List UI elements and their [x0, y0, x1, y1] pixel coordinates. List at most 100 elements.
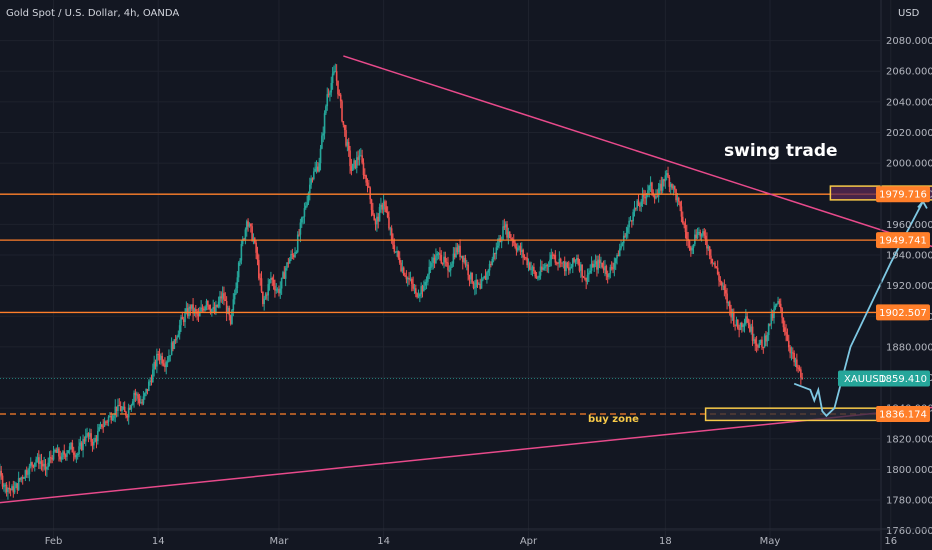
- candle-body: [74, 454, 76, 458]
- level-price-tag[interactable]: [876, 304, 930, 321]
- candle-body: [184, 312, 186, 323]
- ascending-trendline[interactable]: [0, 371, 932, 506]
- candle-body: [457, 245, 460, 253]
- price-axis[interactable]: 1760.0001780.0001800.0001820.0001840.000…: [838, 0, 932, 550]
- candle-body: [520, 249, 523, 252]
- candle-body: [88, 433, 91, 437]
- candle-body: [98, 427, 100, 432]
- candle-body: [632, 212, 634, 222]
- candle-body: [274, 285, 276, 291]
- candle-body: [745, 316, 747, 324]
- candle-body: [164, 364, 166, 368]
- candle-body: [149, 380, 151, 382]
- candle-body: [386, 212, 389, 218]
- candle-body: [243, 238, 245, 240]
- candle-body: [486, 272, 488, 280]
- candle-body: [562, 261, 565, 263]
- candle-body: [79, 442, 82, 447]
- candle-body: [343, 124, 346, 131]
- candle-body: [551, 254, 554, 256]
- projection-line[interactable]: [793, 200, 924, 418]
- candle-body: [691, 247, 693, 251]
- candle-body: [491, 258, 494, 266]
- candle-body: [775, 303, 778, 306]
- candle-body: [182, 319, 185, 323]
- candle-body: [109, 415, 111, 417]
- candle-body: [272, 279, 275, 286]
- candle-body: [122, 406, 125, 409]
- price-tick-label: 1800.000: [886, 465, 932, 476]
- candle-body: [561, 262, 563, 264]
- candle-body: [298, 234, 300, 236]
- candle-body: [655, 196, 657, 199]
- chart-grid: [0, 0, 892, 538]
- candle-body: [228, 307, 231, 316]
- candle-body: [135, 394, 138, 396]
- candle-body: [194, 309, 197, 312]
- candle-body: [502, 226, 504, 240]
- candle-body: [734, 324, 736, 326]
- candle-body: [668, 177, 671, 187]
- candle-body: [665, 173, 668, 176]
- candle-body: [267, 284, 270, 296]
- candle-body: [463, 258, 465, 262]
- candle-body: [613, 263, 616, 269]
- candle-body: [543, 267, 546, 269]
- candle-body: [268, 279, 271, 285]
- price-tick-label: 1920.000: [886, 281, 932, 292]
- candle-body: [396, 250, 398, 252]
- candle-body: [563, 261, 566, 272]
- current-price-tag[interactable]: [838, 370, 930, 387]
- candle-body: [221, 293, 224, 299]
- candle-body: [288, 259, 291, 264]
- candle-body: [168, 355, 170, 362]
- candle-body: [538, 275, 541, 278]
- candle-body: [435, 255, 437, 264]
- candle-body: [111, 418, 114, 421]
- candle-body: [594, 261, 597, 265]
- candle-body: [279, 288, 282, 294]
- time-axis[interactable]: Feb14Mar14Apr18May16Jun13: [0, 528, 932, 547]
- buy-zone-annotation: buy zone: [588, 414, 639, 425]
- level-price-tag[interactable]: [876, 232, 930, 249]
- candle-body: [492, 252, 495, 259]
- candle-body: [647, 190, 649, 194]
- candle-body: [774, 305, 777, 309]
- candle-body: [11, 486, 13, 491]
- candle-body: [0, 470, 3, 476]
- candle-body: [216, 304, 219, 307]
- candle-body: [58, 448, 60, 457]
- candle-body: [309, 184, 311, 194]
- candle-body: [445, 262, 448, 264]
- level-price-tag[interactable]: [876, 406, 930, 423]
- candle-body: [722, 285, 724, 287]
- candle-body: [21, 477, 24, 479]
- candle-body: [406, 277, 409, 280]
- candle-body: [624, 235, 626, 237]
- level-price-tag[interactable]: [876, 186, 930, 203]
- candle-body: [302, 216, 304, 218]
- candle-body: [76, 454, 79, 456]
- candle-body: [150, 380, 153, 383]
- candle-body: [55, 449, 58, 453]
- candle-body: [742, 324, 744, 327]
- candle-body: [1, 475, 4, 487]
- horizontal-levels[interactable]: [0, 193, 880, 415]
- candle-body: [424, 282, 426, 286]
- candle-body: [534, 271, 537, 277]
- candle-body: [649, 182, 652, 187]
- candle-body: [672, 186, 675, 189]
- time-tick-label: 16: [884, 536, 897, 547]
- candle-body: [227, 307, 229, 314]
- candle-body: [569, 268, 571, 271]
- candle-body: [794, 359, 797, 363]
- candle-body: [409, 279, 412, 281]
- descending-trendline[interactable]: [343, 55, 932, 283]
- candle-body: [789, 347, 791, 353]
- candle-body: [549, 259, 551, 266]
- time-tick-label: Apr: [520, 536, 538, 547]
- candle-body: [711, 258, 714, 264]
- candle-body: [68, 446, 71, 451]
- candle-body: [87, 433, 90, 437]
